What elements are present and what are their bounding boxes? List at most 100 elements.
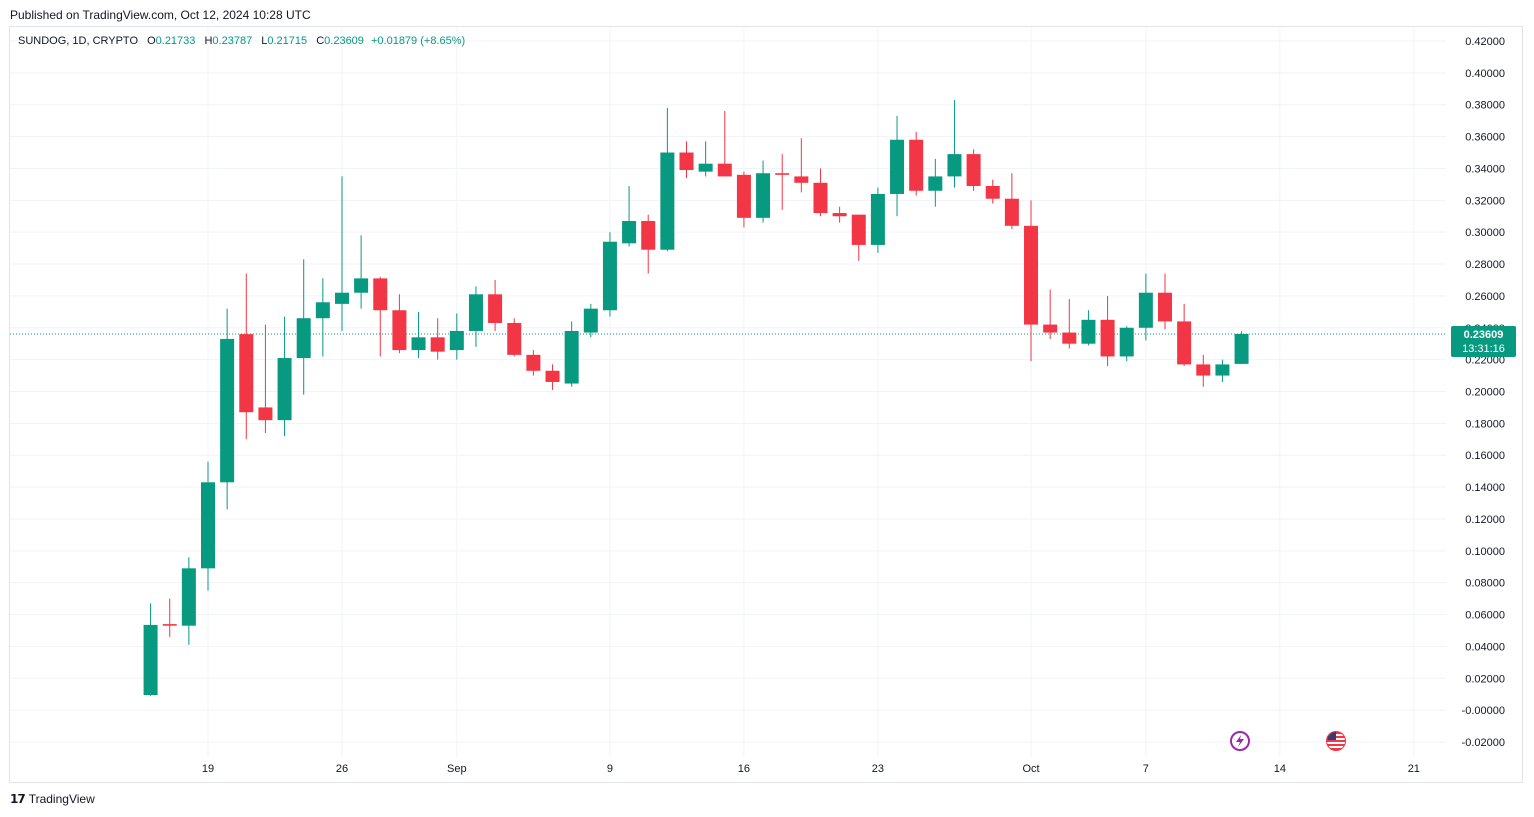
candle[interactable]	[277, 316, 292, 437]
y-tick-label: 0.30000	[1465, 227, 1505, 239]
footer-brand: TradingView	[28, 792, 95, 806]
open-value: 0.21733	[155, 35, 196, 47]
candle[interactable]	[909, 131, 924, 196]
candle[interactable]	[1158, 273, 1172, 330]
symbol-label: SUNDOG, 1D, CRYPTO	[18, 35, 139, 47]
candle[interactable]	[966, 149, 981, 191]
candle[interactable]	[1024, 200, 1039, 362]
x-tick-label: 21	[1408, 763, 1420, 775]
candle-body	[966, 154, 981, 186]
candle[interactable]	[1062, 299, 1077, 349]
candle[interactable]	[602, 232, 617, 317]
candle[interactable]	[851, 214, 866, 261]
y-tick-label: 0.40000	[1465, 68, 1505, 80]
candle[interactable]	[1004, 173, 1019, 229]
candle[interactable]	[1177, 303, 1192, 367]
candle[interactable]	[1234, 331, 1249, 365]
candle[interactable]	[928, 158, 943, 207]
candle[interactable]	[1215, 359, 1230, 382]
candle[interactable]	[373, 276, 388, 357]
candle[interactable]	[430, 318, 445, 360]
footer: 𝟭𝟳 TradingView	[10, 792, 95, 806]
candle[interactable]	[947, 99, 962, 188]
y-tick-label: 0.20000	[1465, 387, 1505, 399]
candle[interactable]	[622, 185, 637, 247]
lightning-icon[interactable]	[1230, 731, 1250, 751]
y-tick-label: 0.22000	[1465, 355, 1505, 367]
candle-body	[1119, 327, 1134, 357]
candle-body	[564, 330, 579, 384]
candle[interactable]	[660, 107, 675, 252]
candle[interactable]	[890, 115, 905, 217]
candle[interactable]	[698, 141, 713, 177]
candle[interactable]	[488, 279, 503, 331]
y-tick-label: 0.02000	[1465, 673, 1505, 685]
candle[interactable]	[526, 350, 541, 376]
us-flag-icon[interactable]	[1326, 731, 1346, 751]
candle-body	[736, 174, 751, 218]
candle-body	[947, 154, 962, 177]
candle[interactable]	[717, 111, 732, 177]
candle[interactable]	[258, 324, 273, 433]
candle-body	[1043, 324, 1058, 333]
candle[interactable]	[162, 598, 177, 637]
candle[interactable]	[181, 557, 196, 645]
candle-body	[526, 354, 541, 371]
candle[interactable]	[411, 311, 426, 359]
candle[interactable]	[334, 176, 349, 331]
candle[interactable]	[354, 235, 369, 309]
candle[interactable]	[296, 259, 311, 395]
candle[interactable]	[832, 206, 847, 223]
candle[interactable]	[641, 214, 656, 274]
candle[interactable]	[775, 154, 790, 210]
candle[interactable]	[1138, 273, 1153, 341]
candle[interactable]	[756, 160, 771, 223]
x-tick-label: 9	[607, 763, 613, 775]
candle[interactable]	[1043, 289, 1058, 339]
candle[interactable]	[201, 461, 215, 591]
candle[interactable]	[545, 364, 560, 390]
y-tick-label: 0.26000	[1465, 291, 1505, 303]
low-key: L	[261, 35, 268, 47]
candle[interactable]	[468, 286, 483, 347]
high-value: 0.23787	[212, 35, 253, 47]
candle[interactable]	[143, 603, 158, 696]
y-tick-label: 0.38000	[1465, 100, 1505, 112]
candle[interactable]	[679, 141, 694, 179]
candle[interactable]	[1081, 310, 1096, 346]
y-tick-label: 0.18000	[1465, 418, 1505, 430]
candle-body	[679, 152, 694, 171]
candle-body	[1062, 332, 1077, 344]
candle-body	[1100, 319, 1115, 357]
candle[interactable]	[564, 321, 579, 387]
candle[interactable]	[220, 308, 235, 510]
x-tick-label: 23	[872, 763, 884, 775]
candles	[143, 99, 1249, 696]
candle[interactable]	[794, 138, 809, 193]
y-tick-label: 0.42000	[1465, 36, 1505, 48]
x-tick-label: 14	[1274, 763, 1286, 775]
candle[interactable]	[1119, 326, 1134, 362]
candle[interactable]	[813, 168, 828, 217]
candle[interactable]	[392, 294, 407, 354]
candle-body	[545, 370, 560, 382]
candle[interactable]	[985, 179, 1000, 204]
candle[interactable]	[507, 318, 522, 357]
candle[interactable]	[870, 187, 885, 253]
close-key: C	[316, 35, 325, 47]
candle[interactable]	[736, 171, 751, 228]
candle-body	[1215, 364, 1230, 376]
candle[interactable]	[583, 303, 598, 338]
candle-body	[296, 318, 311, 359]
candle[interactable]	[239, 273, 254, 440]
candle[interactable]	[315, 278, 330, 357]
candle[interactable]	[1196, 354, 1211, 387]
candle-body	[220, 338, 235, 483]
open-key: O	[147, 35, 156, 47]
candle[interactable]	[449, 313, 464, 360]
candle-body	[1138, 292, 1153, 328]
candle-body	[373, 278, 388, 311]
y-tick-label: 0.14000	[1465, 482, 1505, 494]
candle[interactable]	[1100, 295, 1115, 367]
